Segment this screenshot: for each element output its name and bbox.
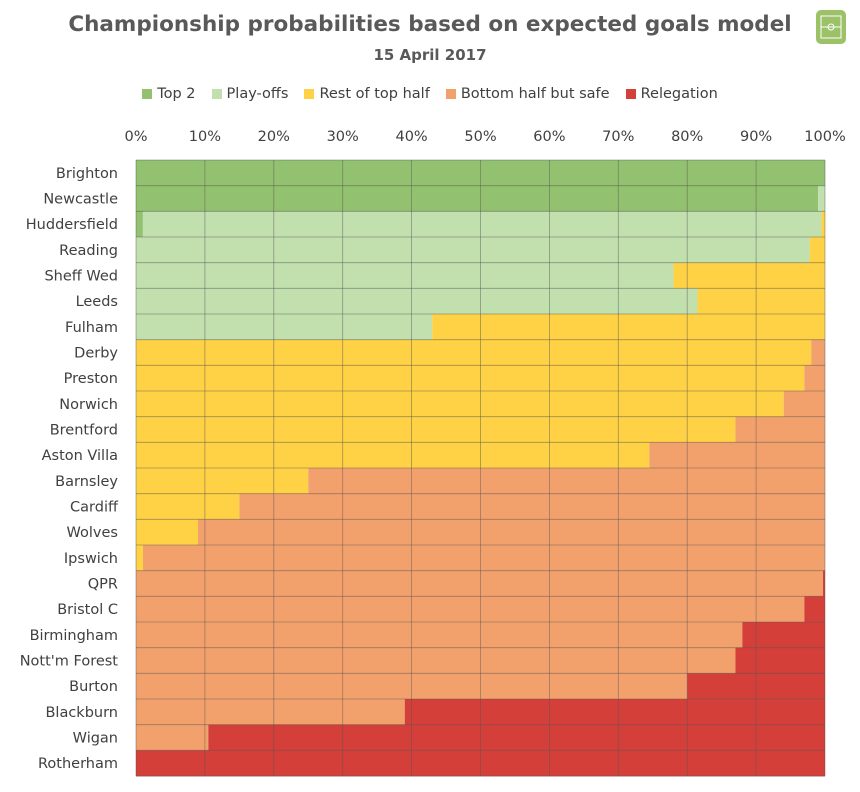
category-label: Norwich [59,397,118,413]
category-label: Rotherham [38,756,118,772]
category-label: Burton [69,679,118,695]
legend-item: Top 2 [142,86,196,102]
bar-segment [649,442,825,469]
bar-segment [308,468,825,495]
bar-segment [142,545,825,572]
category-label: Ipswich [64,551,118,567]
bar-segment [136,570,823,597]
x-tick-label: 10% [189,129,221,145]
bar-segment [136,699,405,726]
bar-segment [404,699,825,726]
bar-segment [136,519,199,546]
legend-item: Bottom half but safe [445,86,610,102]
category-label: Preston [64,371,118,387]
bar-segment [136,442,650,469]
category-label: Huddersfield [26,217,118,233]
chart-subtitle: 15 April 2017 [373,46,487,64]
bar-segment [136,622,743,649]
x-tick-label: 50% [464,129,496,145]
x-tick-label: 30% [327,129,359,145]
x-tick-label: 60% [533,129,565,145]
legend-label: Play-offs [226,86,289,102]
bar-segment [804,365,825,392]
category-label: Aston Villa [42,448,118,464]
bar-segment [136,416,736,443]
bar-segment [783,391,825,418]
category-label: Bristol C [57,602,118,618]
bar-segment [198,519,825,546]
bar-segment [136,262,674,289]
category-label: Cardiff [70,500,119,516]
bar-segment [673,262,825,289]
bar-segment [735,416,825,443]
legend-swatch [211,89,222,99]
bar-segment [136,647,736,674]
bar-segment [208,724,826,751]
bar-segment [136,237,810,264]
bar-segment [818,185,825,212]
x-tick-label: 20% [258,129,290,145]
bar-segment [136,391,784,418]
legend-swatch [445,89,456,99]
category-label: Newcastle [43,192,118,208]
bar-segment [809,237,825,264]
category-label: Reading [59,243,118,259]
bar-segment [136,468,309,495]
legend-label: Rest of top half [319,86,430,102]
category-label: Fulham [65,320,118,336]
x-tick-label: 80% [671,129,703,145]
bar-segment [742,622,825,649]
bar-segment [136,596,805,623]
x-tick-label: 70% [602,129,634,145]
legend-label: Relegation [640,86,718,102]
bar-segment [136,365,805,392]
legend-label: Top 2 [157,86,196,102]
category-label: Birmingham [30,628,118,644]
bar-segment [142,211,822,238]
category-label: Derby [74,346,118,362]
legend-swatch [142,89,153,99]
bar-segment [811,339,825,366]
bar-segment [136,493,240,520]
bar-segment [136,724,209,751]
bar-segment [821,211,825,238]
bar-segment [804,596,825,623]
category-label: Barnsley [55,474,118,490]
category-label: Blackburn [45,705,118,721]
legend-label: Bottom half but safe [460,86,610,102]
legend-item: Relegation [625,86,718,102]
category-label: Wigan [73,731,118,747]
category-label: Brentford [50,423,118,439]
category-label: QPR [88,577,118,593]
bar-segment [239,493,826,520]
legend-item: Play-offs [211,86,289,102]
x-tick-label: 90% [740,129,772,145]
bar-segment [136,545,143,572]
x-tick-label: 0% [124,129,147,145]
legend-item: Rest of top half [304,86,430,102]
x-tick-label: 40% [395,129,427,145]
bar-segment [136,314,433,341]
bar-segment [136,211,143,238]
bar-segment [697,288,825,315]
chart-legend: Top 2 Play-offs Rest of top half Bottom hal… [0,86,860,102]
legend-swatch [304,89,315,99]
category-label: Leeds [76,294,118,310]
bar-segment [136,288,698,315]
bar-segment [136,185,819,212]
chart-title: Championship probabilities based on expe… [68,12,792,37]
x-tick-label: 100% [804,129,845,145]
bar-segment [735,647,825,674]
category-label: Wolves [67,525,118,541]
category-label: Sheff Wed [44,269,118,285]
category-label: Brighton [56,166,118,182]
logo-icon [816,10,846,44]
legend-swatch [625,89,636,99]
bar-segment [136,339,812,366]
category-label: Nott'm Forest [20,654,119,670]
bar-segment [822,570,825,597]
bar-segment [432,314,825,341]
